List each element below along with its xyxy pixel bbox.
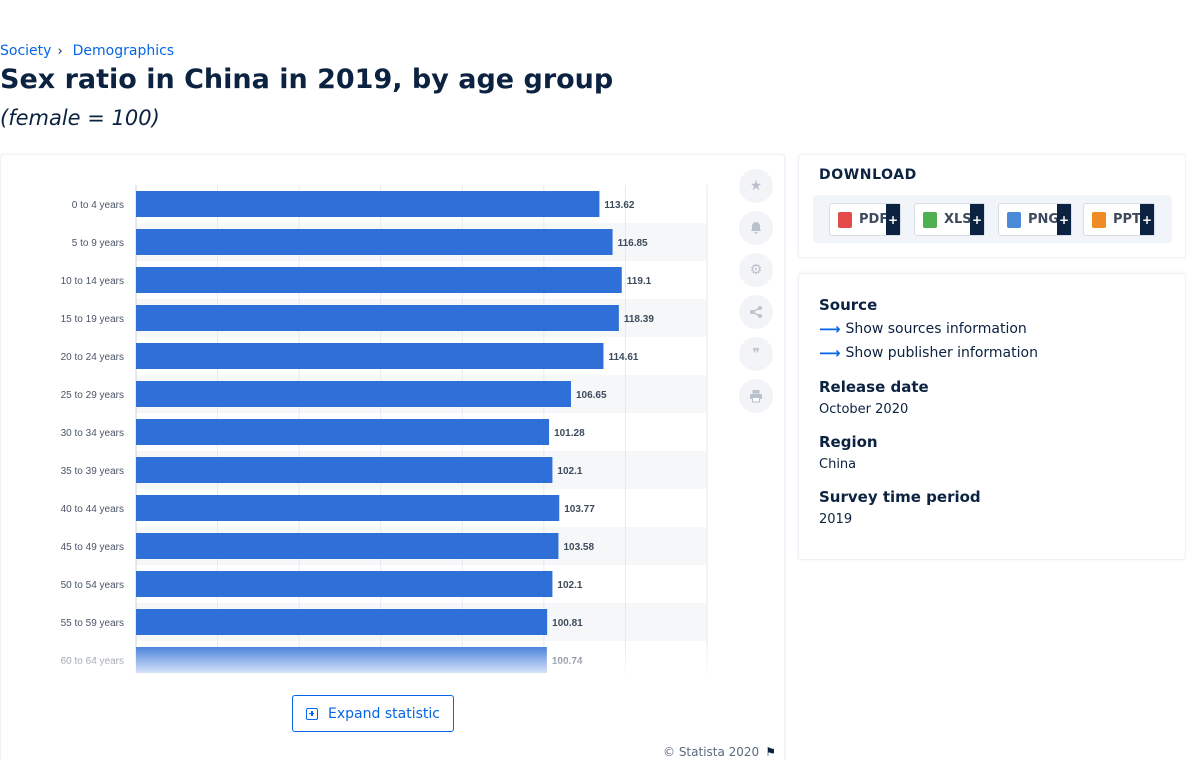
value-label: 101.28: [554, 428, 585, 439]
download-ppt-plus[interactable]: +: [1140, 204, 1154, 235]
region-value: China: [819, 457, 857, 472]
release-date-value: October 2020: [819, 402, 909, 417]
bar: [136, 191, 600, 217]
category-label: 30 to 34 years: [61, 428, 124, 439]
page-subtitle: (female = 100): [0, 106, 160, 130]
print-icon[interactable]: [739, 379, 773, 413]
bar: [136, 343, 604, 369]
download-pdf-label: PDF: [859, 212, 889, 227]
copyright-text: © Statista 2020: [663, 745, 760, 759]
pdf-icon: [838, 211, 852, 228]
copyright: © Statista 2020 ⚑: [663, 745, 776, 759]
value-label: 113.62: [604, 200, 634, 211]
download-buttons: PDF + XLS + PNG + PPT +: [813, 195, 1172, 243]
value-label: 103.58: [563, 542, 594, 553]
breadcrumb-society-link[interactable]: Society: [0, 43, 52, 59]
bar-chart: 0 to 4 years 113.62 5 to 9 years 116.85 10 t…: [61, 185, 708, 675]
download-title: DOWNLOAD: [819, 167, 917, 183]
category-label: 55 to 59 years: [61, 618, 124, 629]
bar: [136, 609, 548, 635]
download-card: DOWNLOAD PDF + XLS + PNG + PPT +: [798, 154, 1186, 258]
category-label: 50 to 54 years: [61, 580, 124, 591]
bar: [136, 533, 559, 559]
category-label: 5 to 9 years: [72, 238, 124, 249]
value-label: 103.77: [564, 504, 595, 515]
survey-period-heading: Survey time period: [819, 488, 981, 506]
bell-icon[interactable]: [739, 211, 773, 245]
download-pdf-plus[interactable]: +: [886, 204, 900, 235]
download-xls-plus[interactable]: +: [970, 204, 984, 235]
page-title: Sex ratio in China in 2019, by age group: [0, 64, 614, 95]
release-date-heading: Release date: [819, 378, 929, 396]
download-png-button[interactable]: PNG +: [998, 203, 1072, 236]
bar: [136, 381, 571, 407]
show-publisher-label: Show publisher information: [845, 345, 1038, 361]
statistic-details-card: Source ⟶ Show sources information ⟶ Show…: [798, 273, 1186, 560]
flag-icon[interactable]: ⚑: [765, 745, 776, 759]
download-png-label: PNG: [1028, 212, 1060, 227]
ppt-icon: [1092, 211, 1106, 228]
chart-fade-overlay: [1, 645, 721, 675]
category-label: 20 to 24 years: [61, 352, 124, 363]
chart-card: 0 to 4 years 113.62 5 to 9 years 116.85 10 t…: [0, 154, 785, 760]
expand-statistic-label: Expand statistic: [328, 705, 440, 722]
breadcrumb: Society › Demographics: [0, 43, 174, 59]
download-ppt-label: PPT: [1113, 212, 1141, 227]
show-publisher-link[interactable]: ⟶ Show publisher information: [819, 344, 1038, 362]
show-sources-link[interactable]: ⟶ Show sources information: [819, 320, 1027, 338]
download-pdf-button[interactable]: PDF +: [829, 203, 901, 236]
survey-period-value: 2019: [819, 512, 853, 527]
breadcrumb-separator: ›: [57, 43, 63, 59]
value-label: 102.1: [557, 580, 582, 591]
png-icon: [1007, 211, 1021, 228]
category-label: 10 to 14 years: [61, 276, 124, 287]
region-heading: Region: [819, 433, 878, 451]
bar: [136, 457, 553, 483]
arrow-right-icon: ⟶: [819, 344, 841, 362]
value-label: 116.85: [618, 238, 648, 249]
value-label: 100.81: [552, 618, 583, 629]
category-label: 0 to 4 years: [72, 200, 124, 211]
download-ppt-button[interactable]: PPT +: [1083, 203, 1155, 236]
bar: [136, 419, 550, 445]
quote-icon[interactable]: ❞: [739, 337, 773, 371]
category-label: 35 to 39 years: [61, 466, 124, 477]
breadcrumb-demographics-link[interactable]: Demographics: [72, 43, 175, 59]
category-label: 15 to 19 years: [61, 314, 124, 325]
download-xls-label: XLS: [944, 212, 972, 227]
bar: [136, 495, 560, 521]
value-label: 114.61: [608, 352, 638, 363]
arrow-right-icon: ⟶: [819, 320, 841, 338]
category-label: 40 to 44 years: [61, 504, 124, 515]
expand-statistic-button[interactable]: Expand statistic: [292, 695, 454, 732]
source-heading: Source: [819, 296, 878, 314]
value-label: 119.1: [627, 276, 652, 287]
bar: [136, 305, 619, 331]
value-label: 106.65: [576, 390, 607, 401]
gear-icon[interactable]: ⚙: [739, 253, 773, 287]
star-icon[interactable]: ★: [739, 169, 773, 203]
category-label: 25 to 29 years: [61, 390, 124, 401]
show-sources-label: Show sources information: [845, 321, 1027, 337]
category-label: 45 to 49 years: [61, 542, 124, 553]
bar: [136, 267, 622, 293]
xls-icon: [923, 211, 937, 228]
share-icon[interactable]: [739, 295, 773, 329]
download-xls-button[interactable]: XLS +: [914, 203, 985, 236]
expand-icon: [306, 707, 319, 720]
download-png-plus[interactable]: +: [1057, 204, 1071, 235]
bar: [136, 229, 613, 255]
value-label: 118.39: [624, 314, 654, 325]
value-label: 102.1: [557, 466, 582, 477]
bar: [136, 571, 553, 597]
chart-toolbar: ★ ⚙ ❞: [739, 169, 773, 413]
